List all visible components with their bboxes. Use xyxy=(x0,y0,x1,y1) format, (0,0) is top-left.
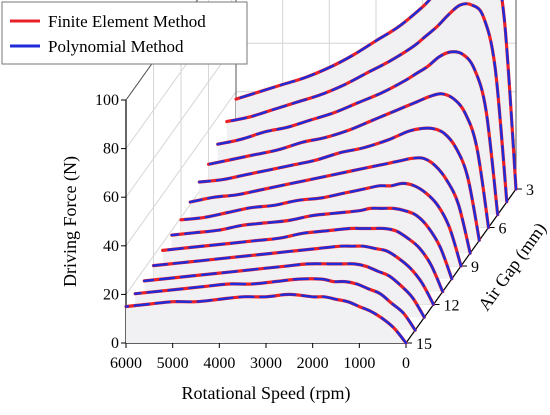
series-line-poly xyxy=(134,277,417,332)
z-tick-label: 0 xyxy=(111,335,119,352)
z-tick-label: 40 xyxy=(103,238,119,255)
series-line-poly xyxy=(216,50,499,216)
z-tick-label: 80 xyxy=(103,141,119,158)
x-tick-label: 0 xyxy=(402,355,410,372)
z-tick-label: 100 xyxy=(95,92,119,109)
legend-box xyxy=(1,1,248,65)
series-line-poly xyxy=(189,156,472,255)
y-axis-title: Air Gap (mm) xyxy=(474,219,550,315)
x-tick-label: 4000 xyxy=(203,355,235,372)
series-line-poly xyxy=(143,262,426,319)
y-tick-label: 6 xyxy=(499,221,507,238)
x-tick-label: 2000 xyxy=(297,355,329,372)
series-line-poly xyxy=(161,227,444,293)
series-line-poly xyxy=(234,0,518,191)
z-tick-label: 60 xyxy=(103,189,119,206)
legend-label-fem: Finite Element Method xyxy=(48,12,206,31)
x-axis-title: Rotational Speed (rpm) xyxy=(182,383,351,404)
x-tick-label: 3000 xyxy=(250,355,282,372)
legend-label-poly: Polynomial Method xyxy=(48,37,184,56)
y-tick-label: 3 xyxy=(526,182,534,199)
z-axis-title: Driving Force (N) xyxy=(60,156,81,287)
series-line-poly xyxy=(198,126,481,242)
tick-labels: 6000 5000 4000 3000 2000 1000 0 3 6 9 12 15 0 20 40 60 8… xyxy=(95,92,534,372)
y-tick-label: 15 xyxy=(416,336,432,353)
series-line-poly xyxy=(170,207,453,280)
series-line-poly xyxy=(225,2,508,203)
x-tick-label: 1000 xyxy=(343,355,375,372)
x-tick-label: 5000 xyxy=(157,355,189,372)
series-line-poly xyxy=(152,244,435,306)
series-line-poly xyxy=(179,182,463,268)
y-tick-label: 9 xyxy=(471,259,479,276)
series-group xyxy=(124,0,518,345)
series-slice xyxy=(124,292,408,345)
z-tick-label: 20 xyxy=(103,286,119,303)
series-line-poly xyxy=(124,293,408,345)
x-tick-label: 6000 xyxy=(110,355,142,372)
series-line-poly xyxy=(207,92,490,229)
legend: Finite Element Method Polynomial Method xyxy=(1,1,248,65)
y-tick-label: 12 xyxy=(444,298,460,315)
series-fill xyxy=(126,294,406,343)
